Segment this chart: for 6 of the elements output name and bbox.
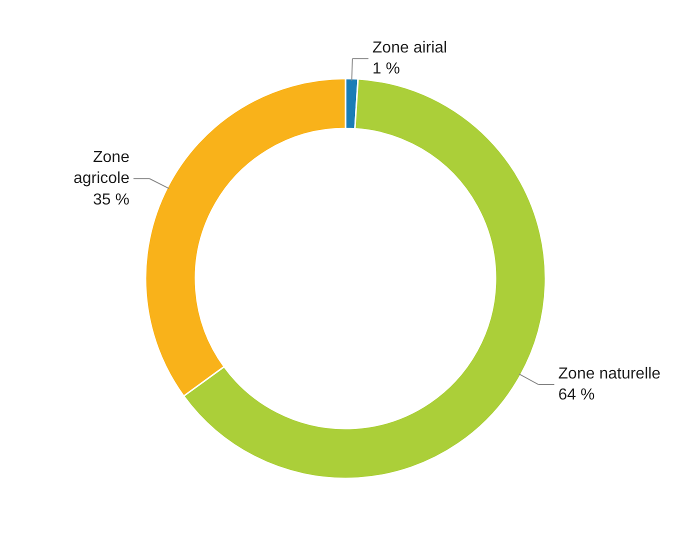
slice-label: Zone airial <box>372 39 448 56</box>
data-label: 35 % <box>93 191 130 208</box>
slice-label: Zone naturelle <box>558 365 661 382</box>
slice-label: Zone agricole <box>73 148 130 188</box>
data-label: 1 % <box>372 60 400 78</box>
data-label: 64 % <box>558 386 595 404</box>
